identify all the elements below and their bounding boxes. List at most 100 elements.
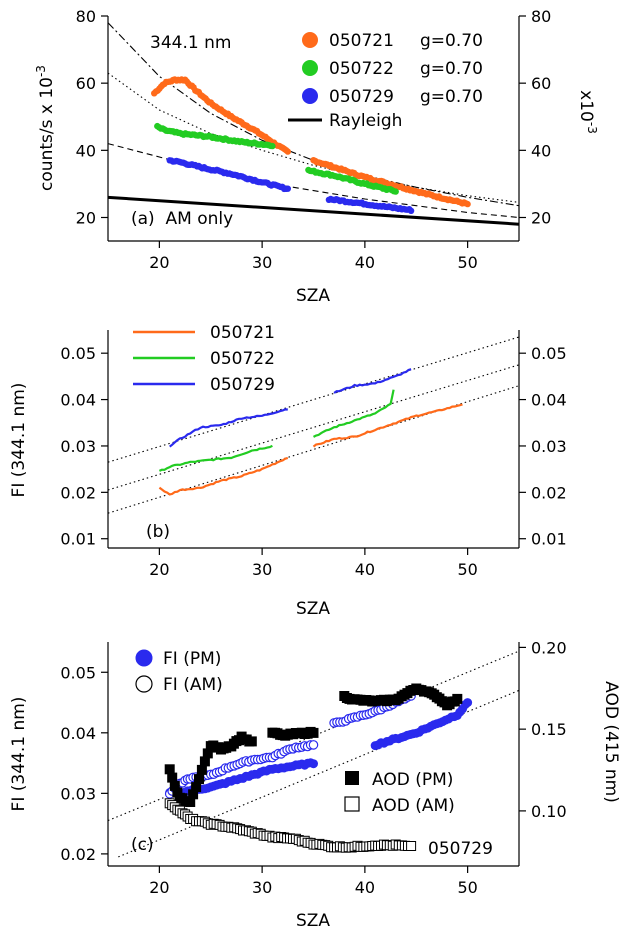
y-tick-label: 0.05 [60, 344, 96, 363]
point-aod-pm- [308, 727, 319, 738]
fit-curve [107, 72, 520, 203]
y-tick-label: 0.04 [60, 724, 96, 743]
x-tick-label: 50 [457, 878, 477, 897]
panel-c-panel-label: (c) [131, 835, 154, 855]
panel-b-legend: 050721 050722 050729 [133, 323, 275, 395]
panel-c-ylabel: FI (344.1 nm) [9, 697, 29, 812]
series-line-050721 [312, 403, 463, 448]
point-fi-pm- [463, 698, 473, 708]
panel-b-plot-area [107, 336, 520, 514]
y-tick-label: 0.04 [60, 391, 96, 410]
point-050722 [269, 142, 276, 150]
legend-label-050729: 050729 [210, 375, 275, 395]
y2-tick-label: 0.05 [531, 344, 567, 363]
y2-tick-label: 20 [531, 208, 551, 227]
panel-c-legend-fi: FI (PM) FI (AM) [135, 649, 223, 695]
panel-a-ylabel: counts/s x 10-3 [34, 65, 57, 191]
point-fi-pm- [309, 759, 318, 769]
panel-b-xlabel: SZA [296, 599, 330, 619]
legend-marker-aod-am [344, 796, 360, 812]
series-line-rayleigh [107, 195, 520, 226]
legend-label-050722: 050722 [329, 59, 394, 79]
y2-tick-label: 60 [531, 74, 551, 93]
legend-label-fi-pm: FI (PM) [163, 649, 221, 669]
point-aod-pm- [191, 782, 202, 793]
legend-label-aod-am: AOD (AM) [372, 796, 455, 816]
legend-note-050722: g=0.70 [420, 59, 483, 79]
legend-label-fi-am: FI (AM) [163, 675, 223, 695]
panel-b-ylabel: FI (344.1 nm) [9, 383, 29, 498]
y2-tick-label: 0.04 [531, 391, 567, 410]
x-tick-label: 20 [149, 560, 169, 579]
point-050721 [284, 148, 291, 155]
y-tick-label: 80 [76, 7, 96, 26]
series-line-050729 [333, 368, 412, 394]
panel-b-ticks: 20 30 40 50 0.01 0.02 0.03 0.04 0.05 0.01 0.02 0.03… [60, 344, 566, 579]
y2-tick-label: 80 [531, 7, 551, 26]
fit-line [107, 650, 520, 822]
legend-marker-050721 [302, 32, 318, 48]
point-aod-pm- [202, 748, 213, 759]
fit-curve [107, 22, 520, 207]
panel-c: 20 30 40 50 0.02 0.03 0.04 0.05 0.10 0.15 0.20 SZA… [9, 638, 621, 931]
y2-tick-label: 0.15 [531, 720, 567, 739]
fit-curve [107, 143, 520, 219]
panel-b: 20 30 40 50 0.01 0.02 0.03 0.04 0.05 0.01 0.02 0.03… [9, 323, 567, 619]
legend-label-050729: 050729 [329, 87, 394, 107]
y-tick-label: 20 [76, 208, 96, 227]
point-aod-pm- [164, 764, 175, 775]
y-tick-label: 0.03 [60, 437, 96, 456]
panel-a-wavelength-annotation: 344.1 nm [150, 33, 231, 53]
fit-line [107, 336, 520, 463]
point-aod-pm- [188, 789, 199, 800]
legend-marker-fi-pm [135, 649, 153, 667]
panel-a-y2label: x10-3 [576, 90, 599, 134]
panel-b-panel-label: (b) [146, 522, 170, 542]
y2-tick-label: 40 [531, 141, 551, 160]
panel-c-xlabel: SZA [296, 911, 330, 931]
x-tick-label: 40 [355, 253, 375, 272]
fit-line [118, 689, 520, 858]
y-tick-label: 40 [76, 141, 96, 160]
point-fi-am- [308, 740, 319, 750]
y2-tick-label: 0.20 [531, 638, 567, 657]
legend-label-050721: 050721 [329, 31, 394, 51]
legend-label-aod-pm: AOD (PM) [372, 770, 453, 790]
x-tick-label: 30 [252, 878, 272, 897]
legend-marker-fi-am [135, 675, 153, 693]
y2-tick-label: 0.10 [531, 802, 567, 821]
panel-a-panel-label: (a) AM only [131, 209, 233, 229]
x-tick-label: 50 [457, 253, 477, 272]
panel-c-date-annotation: 050729 [428, 839, 493, 859]
y-tick-label: 0.05 [60, 663, 96, 682]
point-aod-pm- [167, 772, 178, 783]
legend-marker-050729 [302, 88, 318, 104]
x-tick-label: 40 [355, 560, 375, 579]
y2-tick-label: 0.02 [531, 483, 567, 502]
panel-a: 20 30 40 50 20 40 60 80 20 40 60 80 SZA counts/s x … [34, 7, 599, 306]
legend-note-050729: g=0.70 [420, 87, 483, 107]
y2-tick-label: 0.03 [531, 437, 567, 456]
x-tick-label: 20 [149, 253, 169, 272]
point-050729 [407, 207, 415, 214]
legend-marker-aod-pm [345, 771, 359, 785]
point-aod-pm- [169, 780, 180, 791]
y-tick-label: 0.02 [60, 483, 96, 502]
legend-marker-050722 [302, 60, 318, 76]
x-tick-label: 30 [252, 253, 272, 272]
series-line-050721 [158, 456, 289, 496]
series-line-050729 [169, 408, 288, 448]
x-tick-label: 30 [252, 560, 272, 579]
point-050721 [464, 200, 471, 208]
panel-c-legend-aod: AOD (PM) AOD (AM) [344, 770, 455, 816]
series-line-050722 [312, 389, 395, 438]
panel-a-plot-area [107, 22, 520, 226]
panel-a-ticks: 20 30 40 50 20 40 60 80 20 40 60 80 [76, 7, 552, 272]
legend-label-050721: 050721 [210, 323, 275, 343]
point-aod-pm- [172, 787, 183, 798]
point-050722 [392, 188, 399, 195]
point-aod-pm- [185, 797, 196, 807]
x-tick-label: 50 [457, 560, 477, 579]
point-aod-pm- [199, 756, 210, 767]
